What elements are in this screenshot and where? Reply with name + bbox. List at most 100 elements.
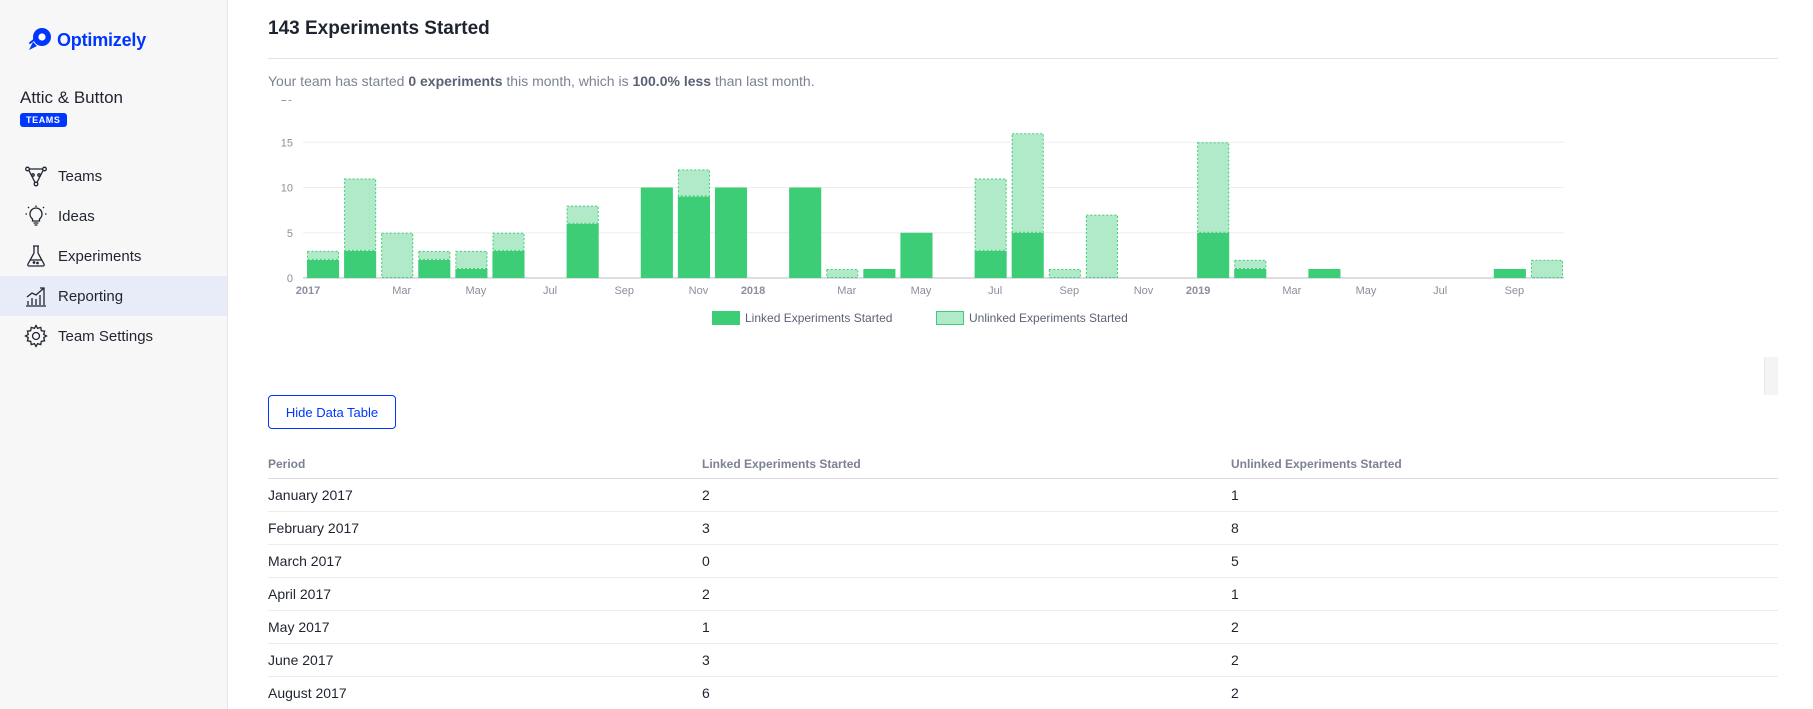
scrollbar[interactable] (1764, 357, 1778, 395)
bar-unlinked (1197, 142, 1230, 233)
bar-linked (455, 268, 488, 278)
logo-text: Optimizely (57, 29, 147, 50)
bar-linked (1493, 268, 1526, 278)
y-tick-label: 5 (287, 228, 293, 240)
x-tick-label: Jul (1433, 285, 1447, 297)
sidebar-item-team-settings[interactable]: Team Settings (0, 316, 227, 356)
bar-unlinked (307, 250, 340, 260)
org-badge: TEAMS (20, 113, 67, 127)
legend-swatch-linked (712, 311, 740, 325)
sidebar-item-label: Teams (58, 167, 103, 185)
legend-swatch-unlinked (936, 311, 964, 325)
x-tick-label: 2017 (296, 285, 320, 297)
linked-cell: 2 (702, 478, 1231, 512)
table-row: August 2017 6 2 (268, 676, 1778, 709)
bar-unlinked (418, 250, 451, 260)
unlinked-cell: 2 (1231, 643, 1778, 677)
optimizely-logo-icon (29, 28, 51, 50)
bar-linked (1308, 268, 1341, 278)
column-header-linked[interactable]: Linked Experiments Started (702, 450, 1231, 479)
bar-linked (789, 187, 822, 278)
unlinked-cell: 2 (1231, 676, 1778, 709)
data-table: Period Linked Experiments Started Unlink… (268, 450, 1778, 709)
x-tick-label: Jul (543, 285, 557, 297)
page-title: 143 Experiments Started (268, 18, 490, 39)
column-header-unlinked[interactable]: Unlinked Experiments Started (1231, 450, 1778, 479)
linked-cell: 0 (702, 544, 1231, 578)
unlinked-cell: 5 (1231, 544, 1778, 578)
bar-unlinked (1234, 259, 1267, 269)
x-tick-label: 2019 (1186, 285, 1210, 297)
sidebar-item-reporting[interactable]: Reporting (0, 276, 227, 316)
title-divider (268, 58, 1778, 59)
sidebar-item-ideas[interactable]: Ideas (0, 196, 227, 236)
sidebar-item-experiments[interactable]: Experiments (0, 236, 227, 276)
bar-unlinked (677, 169, 710, 197)
period-cell: May 2017 (268, 610, 702, 644)
experiments-bar-chart: 0 5 10 15 20 2017 Mar May Jul Sep Nov 2018 Mar May Jul… (281, 100, 1564, 325)
bar-unlinked (826, 268, 859, 278)
legend-label-unlinked: Unlinked Experiments Started (969, 311, 1128, 325)
bar-linked (307, 259, 340, 278)
bar-linked (863, 268, 896, 278)
sidebar: Optimizely Attic & Button TEAMS Teams (0, 0, 228, 709)
unlinked-cell: 1 (1231, 577, 1778, 611)
period-cell: March 2017 (268, 544, 702, 578)
y-tick-label: 15 (281, 137, 293, 149)
bar-unlinked (1011, 133, 1044, 233)
x-tick-label: May (466, 285, 487, 297)
lightbulb-icon (24, 204, 48, 228)
x-tick-label: Mar (392, 285, 411, 297)
x-tick-label: Mar (837, 285, 856, 297)
table-row: June 2017 3 2 (268, 643, 1778, 677)
bar-linked (900, 232, 933, 278)
summary-change: 100.0% less (632, 73, 712, 89)
bar-unlinked (455, 250, 488, 269)
summary-prefix: Your team has started (268, 73, 409, 89)
flask-icon (24, 244, 48, 268)
period-cell: April 2017 (268, 577, 702, 611)
table-header-row: Period Linked Experiments Started Unlink… (268, 450, 1778, 479)
bar-unlinked (381, 232, 414, 278)
sidebar-item-teams[interactable]: Teams (0, 156, 227, 196)
bar-linked (640, 187, 673, 278)
bar-unlinked (1085, 214, 1118, 278)
table-row: February 2017 3 8 (268, 511, 1778, 545)
gear-icon (24, 324, 48, 348)
sidebar-nav: Teams Ideas Experiments (0, 156, 227, 356)
x-tick-label: Mar (1282, 285, 1301, 297)
bar-linked (714, 187, 748, 278)
summary-count: 0 experiments (408, 73, 503, 89)
bar-linked (344, 250, 377, 278)
summary-text: Your team has started 0 experiments this… (268, 73, 815, 89)
org-name: Attic & Button (20, 88, 123, 107)
column-header-period[interactable]: Period (268, 450, 702, 479)
period-cell: August 2017 (268, 676, 702, 709)
y-tick-label: 10 (281, 183, 293, 195)
unlinked-cell: 2 (1231, 610, 1778, 644)
optimizely-logo[interactable]: Optimizely (26, 26, 146, 54)
y-tick-label: 20 (281, 100, 293, 104)
linked-cell: 6 (702, 676, 1231, 709)
y-tick-label: 0 (287, 273, 293, 285)
x-tick-label: Sep (1060, 285, 1080, 297)
table-row: May 2017 1 2 (268, 610, 1778, 644)
bar-linked (974, 250, 1007, 278)
bar-unlinked (974, 178, 1007, 251)
bar-linked (418, 259, 451, 278)
hide-data-table-button[interactable]: Hide Data Table (268, 395, 396, 429)
sidebar-item-label: Reporting (58, 287, 124, 305)
x-tick-label: 2018 (741, 285, 765, 297)
unlinked-cell: 8 (1231, 511, 1778, 545)
unlinked-cell: 1 (1231, 478, 1778, 512)
bar-linked (677, 196, 710, 278)
table-row: March 2017 0 5 (268, 544, 1778, 578)
bar-linked (1011, 232, 1044, 278)
x-tick-label: Sep (614, 285, 634, 297)
x-tick-label: Sep (1505, 285, 1525, 297)
linked-cell: 3 (702, 511, 1231, 545)
period-cell: June 2017 (268, 643, 702, 677)
bar-linked (1234, 268, 1267, 278)
bar-unlinked (344, 178, 377, 251)
linked-cell: 3 (702, 643, 1231, 677)
